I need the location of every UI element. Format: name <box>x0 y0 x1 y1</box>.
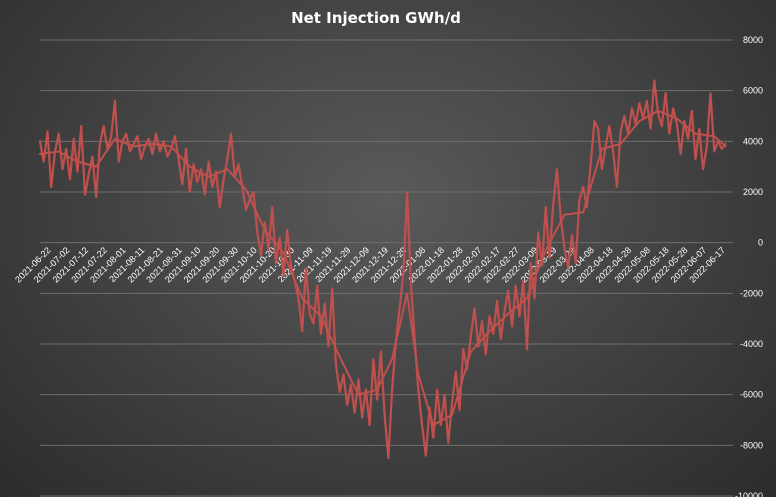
y-tick-label: 4000 <box>743 136 763 146</box>
y-tick-label: -4000 <box>740 339 763 349</box>
y-tick-label: -2000 <box>740 288 763 298</box>
y-axis-tick-labels: 8000 6000 4000 2000 0 -2000 -4000 -6000 -8000 -10… <box>735 35 763 497</box>
chart-title: Net Injection GWh/d <box>291 9 461 27</box>
y-tick-label: -10000 <box>735 491 763 497</box>
x-axis-tick-labels: 2021-06-222021-07-022021-07-122021-07-22… <box>13 245 727 285</box>
y-tick-label: -8000 <box>740 440 763 450</box>
series-lines <box>38 79 727 460</box>
y-tick-label: -6000 <box>740 390 763 400</box>
y-tick-label: 8000 <box>743 35 763 45</box>
series-line-2 <box>39 109 727 427</box>
y-tick-label: 2000 <box>743 187 763 197</box>
y-tick-label: 6000 <box>743 86 763 96</box>
y-tick-label: 0 <box>758 238 763 248</box>
